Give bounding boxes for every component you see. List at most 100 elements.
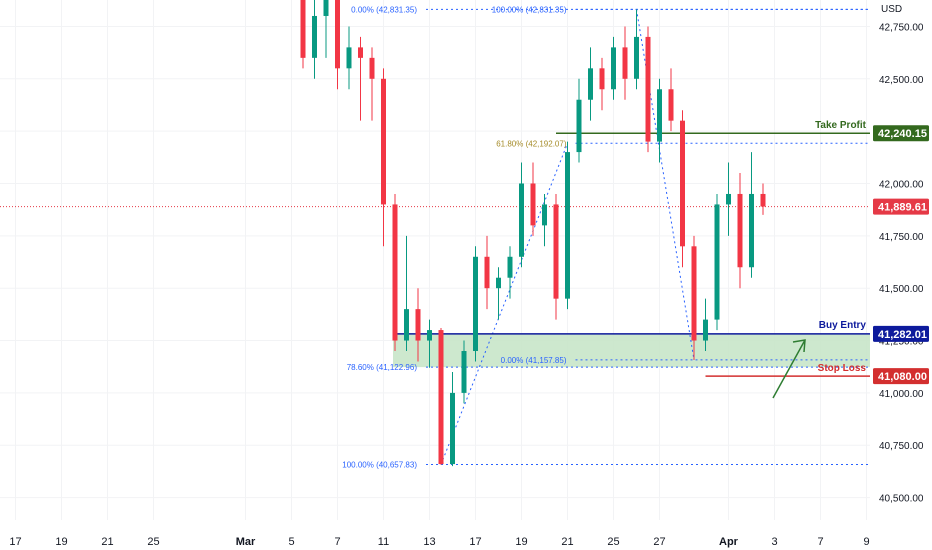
candle-body bbox=[565, 152, 570, 299]
candle-body bbox=[726, 193, 731, 205]
y-tick-label: 42,000.00 bbox=[879, 179, 924, 190]
take-profit-price-label: 42,240.15 bbox=[878, 128, 927, 140]
candle-body bbox=[450, 392, 455, 465]
candle bbox=[749, 152, 754, 278]
candle bbox=[645, 26, 651, 153]
x-tick-label: 17 bbox=[9, 536, 21, 548]
candle-body bbox=[496, 277, 501, 289]
x-tick-label: 7 bbox=[817, 536, 823, 548]
take-profit-label: Take Profit bbox=[815, 120, 867, 131]
candle bbox=[404, 235, 409, 352]
current-price-label: 41,889.61 bbox=[878, 202, 927, 214]
x-tick-label: 3 bbox=[771, 536, 777, 548]
candle bbox=[565, 141, 570, 310]
candle-body bbox=[645, 36, 651, 142]
x-tick-label: 11 bbox=[378, 536, 389, 548]
candle-body bbox=[507, 256, 513, 278]
candle bbox=[507, 246, 513, 299]
candle bbox=[415, 288, 421, 362]
candle bbox=[450, 371, 455, 467]
candle-body bbox=[323, 0, 329, 16]
candle bbox=[519, 162, 524, 268]
candle bbox=[461, 340, 467, 404]
candle-body bbox=[346, 47, 352, 69]
candle bbox=[484, 235, 490, 310]
candles-layer bbox=[300, 0, 766, 467]
x-tick-label: 27 bbox=[653, 536, 665, 548]
buy-entry-label: Buy Entry bbox=[819, 320, 867, 331]
candle bbox=[588, 47, 593, 121]
candle-body bbox=[553, 204, 559, 299]
support-zone-layer bbox=[393, 333, 870, 368]
fibonacci-layer: 0.00% (42,831.35) 78.60% (41,122.96) 100.0… bbox=[342, 5, 870, 470]
take-profit-price-box bbox=[873, 125, 929, 142]
candle-body bbox=[473, 256, 478, 352]
candle bbox=[473, 246, 478, 362]
candle-body bbox=[415, 309, 421, 341]
grid-layer bbox=[0, 0, 870, 520]
candle bbox=[726, 162, 731, 236]
stop-loss-price-box bbox=[873, 368, 929, 385]
x-tick-label: 5 bbox=[288, 536, 294, 548]
candle bbox=[427, 319, 432, 368]
fib-level-label: 100.00% (42,831.35) bbox=[492, 5, 567, 14]
candle bbox=[668, 68, 674, 132]
candle-body bbox=[668, 89, 674, 121]
candle-body bbox=[335, 0, 340, 69]
candle-body bbox=[461, 351, 467, 393]
y-tick-label: 40,750.00 bbox=[879, 441, 924, 452]
fib-level-label: 0.00% (41,157.85) bbox=[501, 356, 567, 365]
x-tick-label: 21 bbox=[561, 536, 573, 548]
candle bbox=[760, 183, 766, 215]
candle bbox=[680, 110, 685, 268]
candle-body bbox=[691, 246, 697, 341]
candle bbox=[323, 0, 329, 58]
stop-loss-price-label: 41,080.00 bbox=[878, 371, 927, 383]
support-zone bbox=[393, 333, 870, 368]
candle-body bbox=[611, 47, 616, 90]
buy-entry-price-label: 41,282.01 bbox=[878, 329, 927, 341]
candle-body bbox=[622, 47, 628, 79]
levels-layer: Take Profit Buy Entry Stop Loss bbox=[0, 120, 870, 377]
y-tick-label: 42,500.00 bbox=[879, 75, 924, 86]
candle-body bbox=[588, 68, 593, 100]
candle bbox=[622, 26, 628, 100]
candle bbox=[703, 298, 708, 352]
candle-body bbox=[530, 183, 536, 226]
candle-body bbox=[300, 0, 306, 58]
fib-level-label: 78.60% (41,122.96) bbox=[347, 363, 418, 372]
candle bbox=[530, 162, 536, 236]
candle-body bbox=[634, 36, 639, 79]
x-tick-label: Mar bbox=[236, 536, 256, 548]
candle bbox=[691, 235, 697, 361]
candle-body bbox=[680, 120, 685, 247]
candle-body bbox=[576, 99, 582, 153]
x-tick-label: 25 bbox=[607, 536, 619, 548]
candle-body bbox=[599, 68, 605, 90]
candle-body bbox=[749, 193, 754, 268]
x-tick-label: 7 bbox=[334, 536, 340, 548]
candle bbox=[634, 9, 639, 90]
x-tick-label: 25 bbox=[147, 536, 159, 548]
axes-layer: USD40,500.0040,750.0041,000.0041,250.004… bbox=[9, 4, 929, 548]
candle bbox=[369, 47, 375, 121]
candle-body bbox=[657, 89, 662, 142]
candle bbox=[346, 26, 352, 90]
candle bbox=[335, 0, 340, 90]
x-tick-label: Apr bbox=[719, 536, 739, 548]
candle bbox=[599, 57, 605, 111]
candle-body bbox=[542, 204, 547, 226]
candle bbox=[553, 193, 559, 320]
candle-body bbox=[369, 57, 375, 79]
candle-body bbox=[312, 15, 317, 58]
candle bbox=[576, 78, 582, 163]
bullish-arrow-head bbox=[792, 339, 806, 353]
fib-trendline-1 bbox=[440, 143, 568, 465]
candle-body bbox=[427, 330, 432, 341]
candle bbox=[657, 78, 662, 163]
fib-level-label: 0.00% (42,831.35) bbox=[351, 5, 417, 14]
currency-label: USD bbox=[881, 4, 902, 15]
candle bbox=[737, 173, 743, 289]
